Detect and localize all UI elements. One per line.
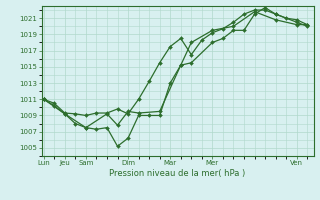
X-axis label: Pression niveau de la mer( hPa ): Pression niveau de la mer( hPa ) bbox=[109, 169, 246, 178]
